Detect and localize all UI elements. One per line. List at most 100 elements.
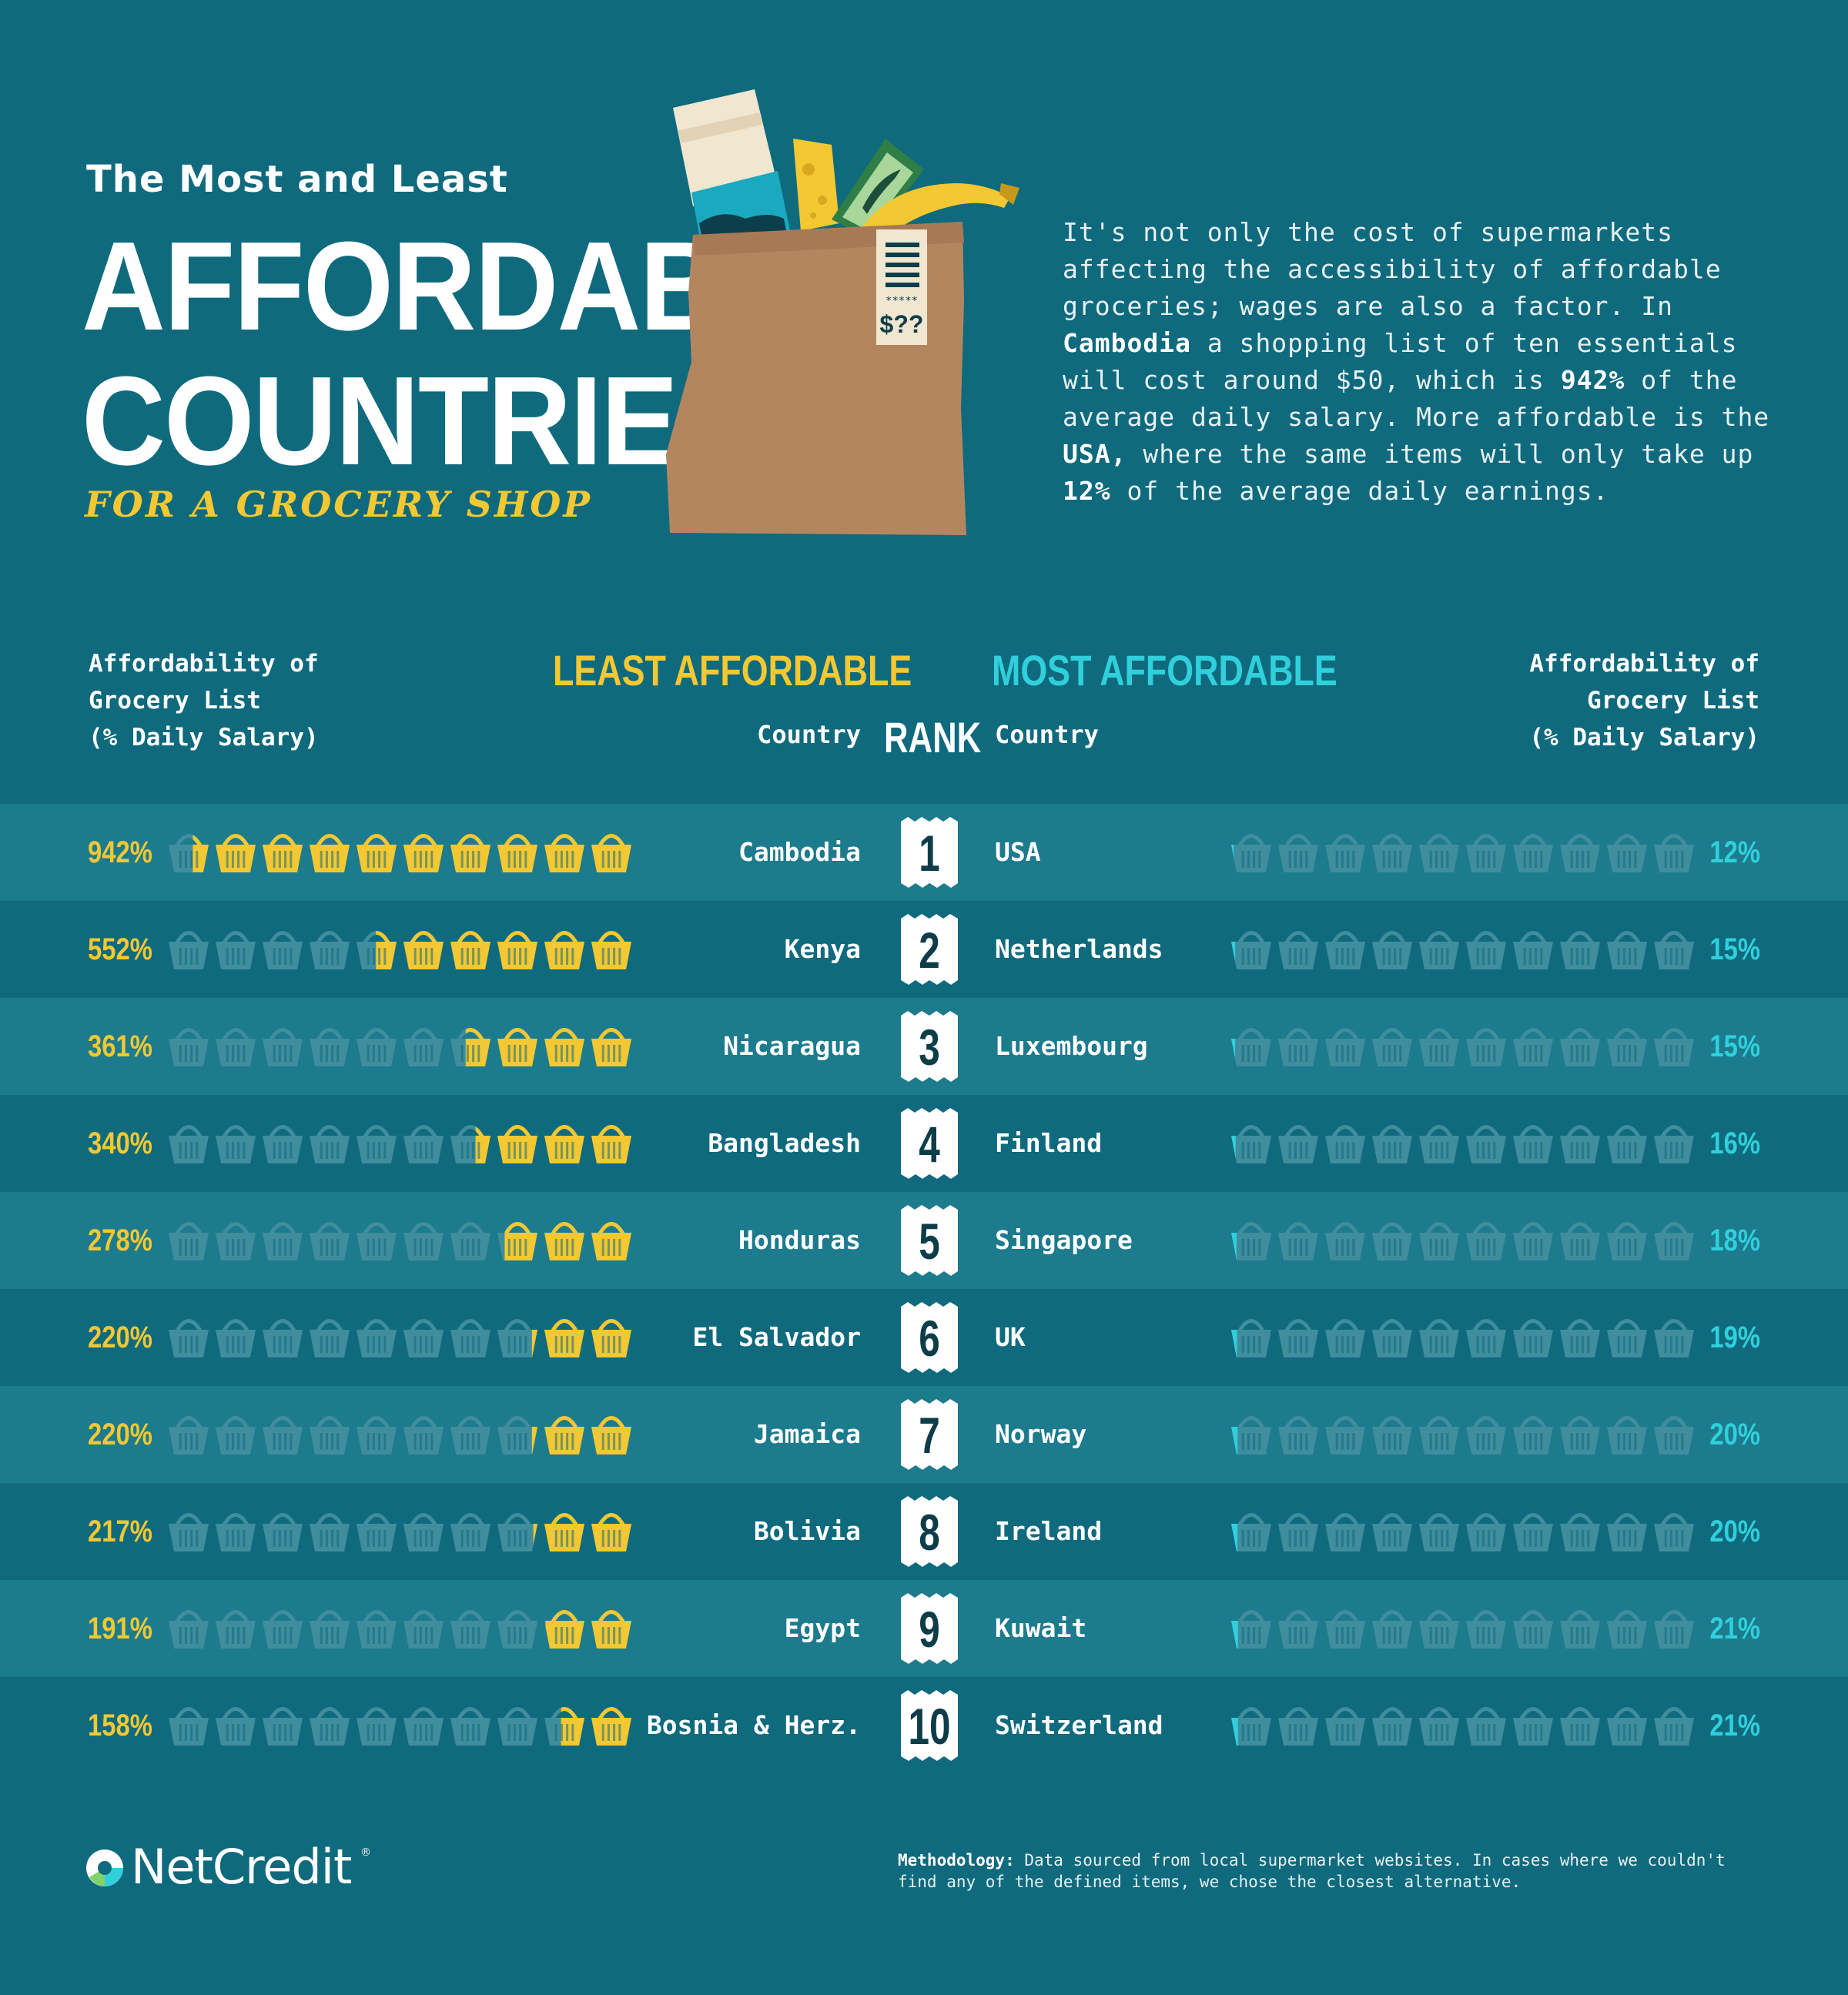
intro-paragraph: It's not only the cost of supermarkets a… [1063, 217, 1770, 506]
basket-empty-icon [1513, 1319, 1553, 1357]
most-value-label: 15% [1709, 1029, 1760, 1063]
basket-empty-icon [263, 1416, 303, 1454]
basket-fill-least [475, 1125, 631, 1163]
basket-empty-icon [169, 1028, 209, 1066]
basket-fill-least [533, 1513, 631, 1551]
rank-number: 1 [919, 825, 940, 882]
basket-empty-icon [263, 1125, 303, 1163]
basket-empty-icon [1231, 1513, 1271, 1551]
basket-empty-icon [1278, 1028, 1318, 1066]
basket-empty-icon [357, 1222, 397, 1260]
basket-filled-icon [545, 1610, 584, 1649]
most-basket-bar [1231, 1610, 1694, 1649]
least-basket-bar [169, 1028, 631, 1066]
basket-empty-icon [1372, 1319, 1412, 1357]
least-value-label: 340% [88, 1126, 152, 1160]
basket-empty-icon [1419, 1028, 1459, 1066]
basket-empty-icon [1325, 1319, 1365, 1357]
basket-empty-icon [1654, 1319, 1694, 1357]
basket-empty-icon [310, 1610, 350, 1649]
least-value-label: 220% [88, 1418, 152, 1451]
cheese-icon [793, 139, 839, 231]
basket-empty-icon [216, 931, 256, 969]
basket-empty-icon [1372, 834, 1412, 872]
basket-empty-icon [216, 1707, 256, 1746]
most-basket-bar [1231, 1513, 1694, 1551]
basket-filled-icon [475, 1126, 490, 1163]
basket-empty-icon [1231, 1319, 1271, 1357]
basket-empty-icon [1466, 931, 1506, 969]
basket-empty-icon [263, 1028, 303, 1066]
basket-empty-icon [1231, 834, 1271, 872]
least-basket-bar [169, 1222, 631, 1260]
basket-empty-icon [1278, 1416, 1318, 1454]
basket-fill-least [531, 1319, 631, 1357]
rank-badge [901, 817, 958, 888]
basket-empty-icon [497, 1416, 537, 1454]
country-header-left: Country [757, 720, 861, 749]
basket-empty-icon [1419, 834, 1459, 872]
basket-empty-icon [1231, 1125, 1271, 1163]
most-affordable-title: MOST AFFORDABLE [992, 646, 1337, 695]
basket-fill-least [192, 834, 631, 872]
basket-empty-icon [1372, 1028, 1412, 1066]
basket-empty-icon [1560, 834, 1600, 872]
basket-empty-icon [216, 1125, 256, 1163]
basket-filled-icon [504, 1222, 537, 1260]
basket-filled-icon [216, 834, 256, 872]
basket-empty-icon [1372, 1416, 1412, 1454]
basket-empty-icon [357, 1707, 397, 1746]
basket-filled-icon [591, 1416, 631, 1454]
most-basket-bar [1231, 1319, 1694, 1357]
basket-empty-icon [1607, 931, 1647, 969]
basket-empty-icon [1325, 1125, 1365, 1163]
basket-fill-least [545, 1610, 631, 1649]
basket-empty-icon [169, 1513, 209, 1551]
main-title-line2: COUNTRIES [82, 350, 755, 491]
basket-empty-icon [1654, 1125, 1694, 1163]
basket-empty-icon [169, 931, 209, 969]
table-row: 220% El Salvador 6 UK 19% [0, 1289, 1848, 1386]
most-value-label: 19% [1709, 1321, 1760, 1354]
basket-empty-icon [263, 1513, 303, 1551]
basket-empty-icon [450, 1610, 490, 1649]
basket-filled-icon [357, 834, 397, 872]
basket-empty-icon [1513, 1125, 1553, 1163]
basket-empty-icon [357, 1513, 397, 1551]
basket-empty-icon [216, 1416, 256, 1454]
basket-empty-icon [1466, 834, 1506, 872]
basket-empty-icon [1513, 834, 1553, 872]
basket-empty-icon [1654, 1416, 1694, 1454]
basket-empty-icon [1278, 834, 1318, 872]
basket-empty-icon [1466, 1028, 1506, 1066]
basket-empty-icon [216, 1028, 256, 1066]
basket-filled-icon [544, 1319, 584, 1357]
basket-empty-icon [1325, 834, 1365, 872]
basket-empty-icon [1419, 1319, 1459, 1357]
table-row: 361% Nicaragua 3 Luxembourg 15% [0, 998, 1848, 1095]
basket-empty-icon [1325, 1416, 1365, 1454]
receipt-icon: ***** $?? [876, 229, 927, 345]
basket-empty-icon [403, 1125, 444, 1163]
basket-empty-icon [263, 1610, 303, 1649]
basket-filled-icon [497, 1125, 537, 1163]
most-country: Netherlands [995, 934, 1163, 964]
basket-empty-icon [216, 1222, 256, 1260]
basket-filled-icon [465, 1028, 490, 1066]
basket-empty-icon [1278, 1610, 1318, 1649]
netcredit-logo-icon [86, 1849, 123, 1886]
basket-empty-icon [1419, 1513, 1459, 1551]
basket-empty-icon [450, 1319, 490, 1357]
basket-filled-icon [263, 834, 303, 872]
basket-filled-icon [1231, 1524, 1238, 1551]
basket-empty-icon [1513, 1028, 1553, 1066]
table-row: 340% Bangladesh 4 Finland 16% [0, 1095, 1848, 1192]
table-row: 220% Jamaica 7 Norway 20% [0, 1386, 1848, 1483]
least-value-label: 191% [88, 1612, 152, 1645]
least-value-label: 552% [88, 932, 152, 966]
most-value-label: 20% [1709, 1515, 1760, 1548]
basket-empty-icon [357, 1610, 397, 1649]
basket-empty-icon [1466, 1319, 1506, 1357]
least-affordable-title: LEAST AFFORDABLE [553, 646, 912, 695]
basket-filled-icon [544, 1028, 584, 1066]
